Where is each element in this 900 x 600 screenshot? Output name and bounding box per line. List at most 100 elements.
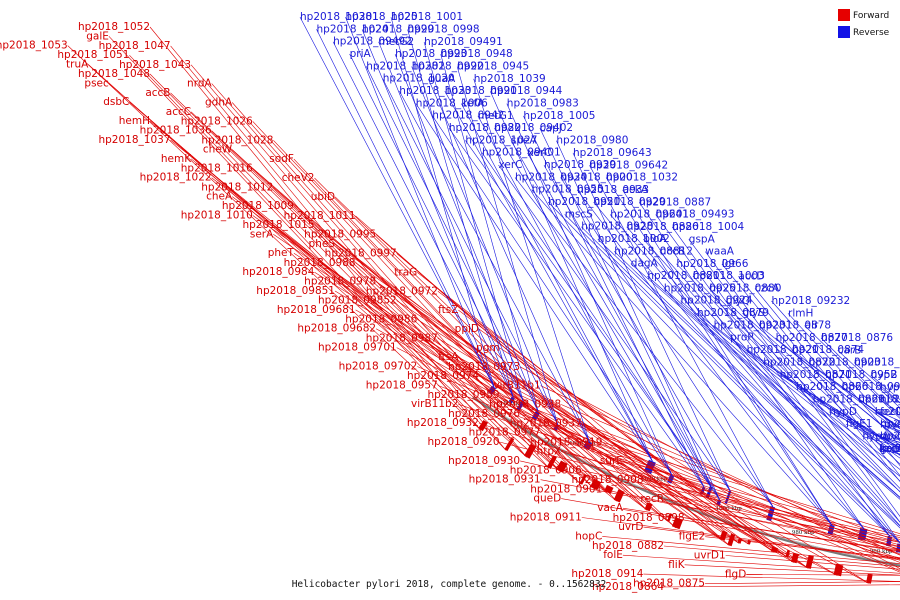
reverse-gene-label[interactable]: hp2018_09643: [573, 147, 652, 159]
forward-gene-label[interactable]: hp2018_0988: [284, 257, 356, 269]
forward-gene-label[interactable]: hp2018_1036: [140, 125, 212, 137]
reverse-gene-label[interactable]: xerC: [528, 147, 552, 159]
reverse-gene-label[interactable]: carB: [838, 344, 862, 356]
forward-gene-label[interactable]: hp2018_1022: [140, 172, 212, 184]
forward-gene-label[interactable]: ppiD: [455, 323, 479, 335]
reverse-gene-label[interactable]: hp2018_1006: [416, 97, 488, 109]
forward-gene-label[interactable]: hp2018_0984: [242, 266, 314, 278]
reverse-gene-label[interactable]: ackA: [623, 184, 649, 196]
reverse-gene-label[interactable]: hp2018_0905: [880, 394, 900, 406]
reverse-gene-label[interactable]: hp2018_1002: [598, 233, 670, 245]
reverse-gene-label[interactable]: hp2018_0903: [809, 357, 881, 369]
forward-gene-label[interactable]: psec: [84, 77, 109, 89]
forward-gene-label[interactable]: hp2018_0977: [469, 427, 541, 439]
reverse-gene-label[interactable]: flgE1: [846, 418, 873, 430]
forward-gene-label[interactable]: hp2018_1051: [57, 49, 129, 61]
reverse-gene-label[interactable]: glyS: [743, 307, 766, 319]
forward-gene-label[interactable]: ubiD: [311, 191, 335, 203]
forward-gene-label[interactable]: accB: [145, 87, 170, 99]
forward-gene-label[interactable]: hp2018_1010: [181, 210, 253, 222]
forward-gene-label[interactable]: queD: [533, 493, 561, 505]
reverse-gene-label[interactable]: hp2018_1032: [606, 172, 678, 184]
forward-gene-label[interactable]: hp2018_0987: [366, 332, 438, 344]
forward-gene-label[interactable]: hp2018_09851: [256, 285, 335, 297]
forward-gene-label[interactable]: hp2018_0930: [448, 455, 520, 467]
reverse-gene-label[interactable]: ruvC: [880, 431, 900, 443]
reverse-gene-label[interactable]: hypB: [871, 369, 898, 381]
forward-gene-label[interactable]: hopC: [575, 530, 602, 542]
forward-gene-label[interactable]: hp2018_0875: [633, 578, 705, 590]
reverse-gene-label[interactable]: kefA: [461, 98, 485, 110]
forward-gene-label[interactable]: hp2018_0959: [427, 389, 499, 401]
forward-gene-label[interactable]: virB11b2: [411, 398, 458, 410]
forward-gene-label[interactable]: hp2018_1052: [78, 21, 150, 33]
reverse-gene-label[interactable]: hp2018_1005: [523, 110, 595, 122]
reverse-gene-label[interactable]: hp2018_09402: [494, 122, 573, 134]
forward-gene-label[interactable]: hp2018_0972: [366, 285, 438, 297]
forward-gene-label[interactable]: hp2018_0906: [510, 464, 582, 476]
forward-gene-label[interactable]: htpX: [537, 446, 562, 458]
forward-gene-label[interactable]: hp2018_0931: [469, 474, 541, 486]
reverse-gene-label[interactable]: hp2018_09641: [610, 209, 689, 221]
forward-gene-label[interactable]: hemH: [119, 115, 150, 127]
forward-gene-label[interactable]: hp2018_0997: [325, 248, 397, 260]
forward-gene-label[interactable]: hp2018_0864: [592, 581, 664, 593]
forward-gene-label[interactable]: cheW: [203, 144, 233, 156]
reverse-gene-label[interactable]: hp2018_1020: [383, 73, 455, 85]
forward-gene-label[interactable]: hp2018_1043: [119, 59, 191, 71]
reverse-gene-label[interactable]: capJ: [540, 122, 562, 134]
forward-gene-label[interactable]: hp2018_1047: [99, 40, 171, 52]
reverse-gene-label[interactable]: hp2018_0993: [395, 48, 467, 60]
reverse-gene-label[interactable]: hp2018_1024: [317, 23, 389, 35]
forward-gene-label[interactable]: hp2018_1016: [181, 162, 253, 174]
reverse-gene-label[interactable]: hp2018_09642: [590, 159, 669, 171]
forward-gene-label[interactable]: flgD: [725, 568, 746, 580]
reverse-gene-label[interactable]: hp2018_09401: [482, 147, 561, 159]
reverse-gene-label[interactable]: hp2018_08811: [647, 270, 726, 282]
forward-gene-label[interactable]: hp2018_09682: [297, 323, 376, 335]
reverse-gene-label[interactable]: hp2018_0966: [676, 258, 748, 270]
reverse-gene-label[interactable]: hp2018_1025: [346, 11, 418, 23]
forward-gene-label[interactable]: hp2018_1053: [0, 40, 68, 52]
reverse-gene-label[interactable]: hp2018_0939: [544, 159, 616, 171]
reverse-gene-label[interactable]: hp2018_0948: [441, 48, 513, 60]
reverse-gene-label[interactable]: hp2018_1004: [672, 221, 744, 233]
forward-gene-label[interactable]: dsbC: [103, 96, 129, 108]
reverse-gene-label[interactable]: fecD: [880, 406, 900, 418]
reverse-gene-label[interactable]: bioA: [643, 233, 667, 245]
forward-gene-label[interactable]: hp2018_0919: [530, 436, 602, 448]
reverse-gene-label[interactable]: hp2018_0921: [747, 344, 819, 356]
reverse-gene-label[interactable]: hp2018_1033: [399, 85, 471, 97]
forward-gene-label[interactable]: hp2018_0974: [407, 370, 479, 382]
reverse-gene-label[interactable]: hp2018_0944: [490, 85, 562, 97]
forward-gene-label[interactable]: hp2018_0898: [613, 512, 685, 524]
forward-gene-label[interactable]: hp2018_1012: [201, 181, 273, 193]
reverse-gene-label[interactable]: hp2018_0877: [776, 332, 848, 344]
forward-gene-label[interactable]: ftsZ: [438, 304, 458, 316]
reverse-gene-label[interactable]: hp2018_0999: [362, 23, 434, 35]
reverse-gene-label[interactable]: hp2018_0925: [664, 282, 736, 294]
reverse-gene-label[interactable]: hp2018_0902: [854, 357, 900, 369]
reverse-gene-label[interactable]: hp2018_1001: [391, 11, 463, 23]
reverse-gene-label[interactable]: hp2018_0872: [763, 356, 835, 368]
forward-gene-label[interactable]: hp2018_1037: [98, 134, 170, 146]
forward-gene-label[interactable]: folE: [603, 549, 623, 561]
reverse-gene-label[interactable]: hp2018_1039: [474, 73, 546, 85]
forward-gene-label[interactable]: nrdA: [187, 78, 212, 90]
reverse-gene-label[interactable]: hp2018_0934: [515, 171, 587, 183]
reverse-gene-label[interactable]: hp2018_0879: [697, 307, 769, 319]
reverse-gene-label[interactable]: hp2018_0998: [408, 24, 480, 36]
reverse-gene-label[interactable]: accD: [738, 270, 764, 282]
reverse-gene-label[interactable]: gspA: [689, 233, 716, 245]
reverse-gene-label[interactable]: hp2018_0983: [507, 98, 579, 110]
reverse-gene-label[interactable]: hp2018_0874: [792, 344, 864, 356]
reverse-gene-label[interactable]: hp2018_0951: [548, 196, 620, 208]
forward-gene-label[interactable]: recR: [640, 493, 664, 505]
reverse-gene-label[interactable]: hp2018_0886: [627, 221, 699, 233]
reverse-gene-label[interactable]: hp2018_0909: [842, 381, 900, 393]
reverse-gene-label[interactable]: hp2018_0878: [759, 320, 831, 332]
reverse-gene-label[interactable]: ruvA: [880, 418, 900, 430]
reverse-gene-label[interactable]: hp2018_0876: [821, 332, 893, 344]
forward-gene-label[interactable]: hp2018_0911: [510, 512, 582, 524]
forward-gene-label[interactable]: hp2018_09852: [318, 295, 397, 307]
